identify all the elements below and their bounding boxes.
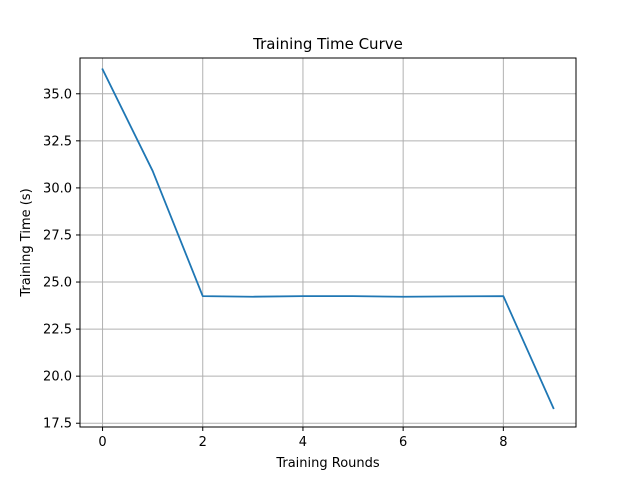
x-tick-label: 4 [299,435,307,450]
x-tick-label: 8 [499,435,507,450]
y-tick-label: 25.0 [43,276,72,291]
y-tick-label: 22.5 [43,323,72,338]
y-tick-label: 30.0 [43,181,72,196]
x-axis-ticks: 0 2 4 6 8 [98,427,507,450]
series-line [101,68,555,410]
y-tick-label: 35.0 [43,87,72,102]
y-tick-label: 20.0 [43,370,72,385]
chart-title: Training Time Curve [252,35,403,53]
y-axis-ticks: 17.5 20.0 22.5 25.0 27.5 30.0 32.5 35.0 [43,87,80,432]
y-tick-label: 32.5 [43,134,72,149]
y-tick-label: 27.5 [43,228,72,243]
data-series [101,68,555,410]
plot-frame [79,57,577,428]
y-tick-label: 17.5 [43,417,72,432]
grid-lines [80,58,576,427]
x-tick-label: 6 [399,435,407,450]
x-axis-label: Training Rounds [275,456,380,471]
plot-area [80,58,576,427]
y-axis-label: Training Time (s) [19,188,34,297]
x-tick-label: 0 [98,435,106,450]
x-tick-label: 2 [199,435,207,450]
